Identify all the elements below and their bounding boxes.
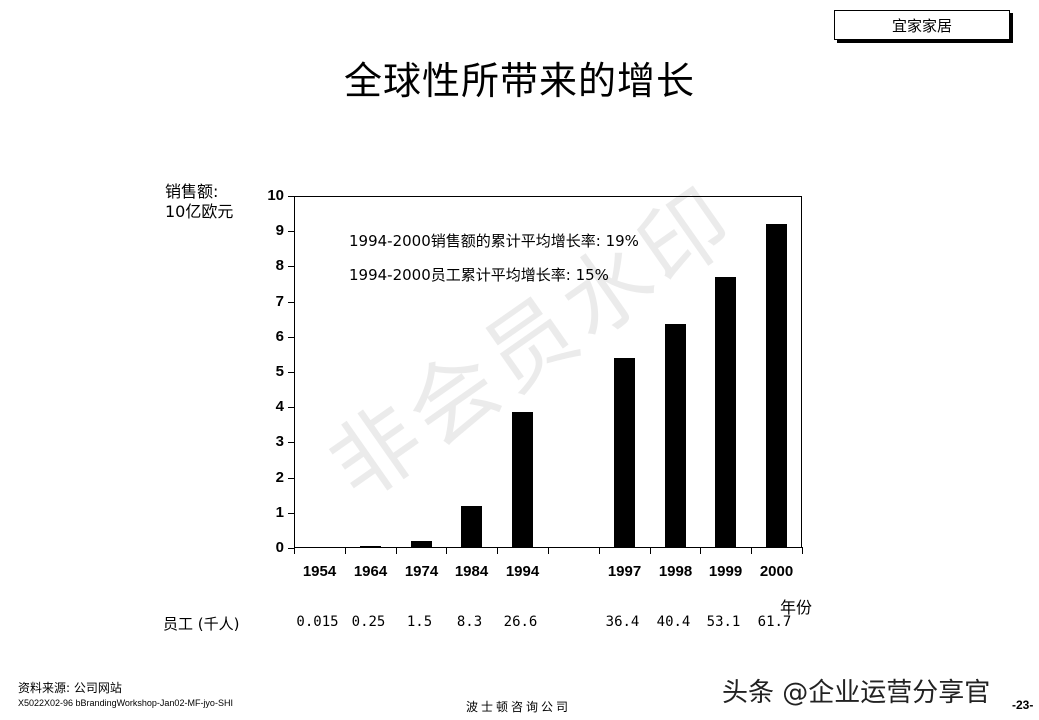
x-axis-line <box>294 547 803 548</box>
y-tick <box>288 196 294 197</box>
x-tick-label: 2000 <box>759 563 794 580</box>
employees-value-1999: 53.1 <box>706 614 741 630</box>
employees-value-1954: 0.015 <box>296 614 339 630</box>
y-tick <box>288 513 294 514</box>
x-tick-label: 1984 <box>454 563 489 580</box>
x-tick-label: 1954 <box>302 563 337 580</box>
x-tick <box>700 548 701 554</box>
y-axis-label-line1: 销售额: <box>165 182 219 201</box>
y-tick <box>288 478 294 479</box>
bar-1984 <box>461 506 482 548</box>
overlay-watermark: 头条 @企业运营分享官 <box>722 678 991 708</box>
bar-1999 <box>715 277 736 548</box>
x-tick <box>345 548 346 554</box>
page-number: -23- <box>1012 698 1034 712</box>
x-tick <box>396 548 397 554</box>
employees-row-label: 员工 (千人) <box>163 615 240 633</box>
x-tick <box>599 548 600 554</box>
y-tick <box>288 302 294 303</box>
employees-value-1994: 26.6 <box>503 614 538 630</box>
y-axis-label: 销售额: 10亿欧元 <box>165 182 233 222</box>
y-tick-label: 5 <box>275 363 284 380</box>
x-tick <box>446 548 447 554</box>
page-title: 全球性所带来的增长 <box>343 59 695 103</box>
bar-1974 <box>411 541 432 548</box>
y-tick <box>288 372 294 373</box>
y-axis-label-line2: 10亿欧元 <box>165 202 234 221</box>
employees-value-1984: 8.3 <box>456 614 483 630</box>
x-tick <box>548 548 549 554</box>
annotation-employee-growth: 1994-2000员工累计平均增长率: 15% <box>349 266 609 284</box>
brand-label-box: 宜家家居 <box>834 10 1010 40</box>
y-tick <box>288 337 294 338</box>
y-tick-label: 6 <box>275 328 284 345</box>
y-tick-label: 10 <box>267 187 284 204</box>
x-tick <box>751 548 752 554</box>
y-tick-label: 0 <box>275 539 284 556</box>
source-note: 资料来源: 公司网站 <box>18 681 122 695</box>
y-tick-label: 3 <box>275 433 284 450</box>
brand-label: 宜家家居 <box>891 16 952 35</box>
y-tick <box>288 407 294 408</box>
x-tick-label: 1994 <box>505 563 540 580</box>
x-tick-label: 1999 <box>708 563 743 580</box>
x-tick-label: 1964 <box>353 563 388 580</box>
y-tick-label: 8 <box>275 257 284 274</box>
y-tick-label: 2 <box>275 469 284 486</box>
employees-value-1998: 40.4 <box>656 614 691 630</box>
y-tick-label: 4 <box>275 398 284 415</box>
bar-1964 <box>360 546 381 548</box>
annotation-sales-growth: 1994-2000销售额的累计平均增长率: 19% <box>349 232 639 250</box>
y-tick <box>288 442 294 443</box>
employees-value-1964: 0.25 <box>351 614 386 630</box>
bar-1997 <box>614 358 635 548</box>
plot-area <box>294 196 802 548</box>
y-tick-label: 9 <box>275 222 284 239</box>
y-tick-label: 7 <box>275 293 284 310</box>
bar-1994 <box>512 412 533 548</box>
y-tick <box>288 266 294 267</box>
employees-value-1997: 36.4 <box>605 614 640 630</box>
x-tick <box>497 548 498 554</box>
employees-value-1974: 1.5 <box>406 614 433 630</box>
bar-2000 <box>766 224 787 548</box>
x-tick-label: 1997 <box>607 563 642 580</box>
x-tick <box>802 548 803 554</box>
x-tick <box>294 548 295 554</box>
y-tick <box>288 548 294 549</box>
x-tick-label: 1998 <box>658 563 693 580</box>
file-name: X5022X02-96 bBrandingWorkshop-Jan02-MF-j… <box>18 698 233 708</box>
y-tick-label: 1 <box>275 504 284 521</box>
employees-value-2000: 61.7 <box>757 614 792 630</box>
x-tick-label: 1974 <box>404 563 439 580</box>
y-tick <box>288 231 294 232</box>
x-axis-title: 年份 <box>780 598 813 617</box>
x-tick <box>650 548 651 554</box>
bar-1998 <box>665 324 686 548</box>
firm-name: 波士顿咨询公司 <box>466 700 572 714</box>
